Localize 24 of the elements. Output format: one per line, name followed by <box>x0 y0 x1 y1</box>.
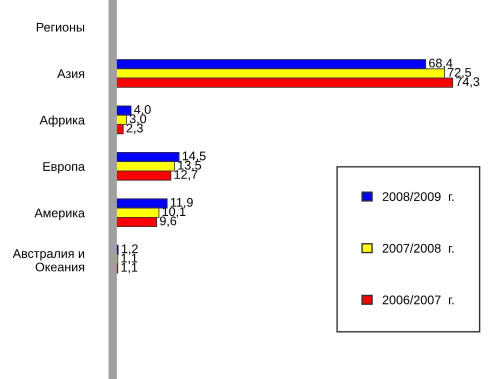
data-label: 1,1 <box>121 263 138 274</box>
data-label: 14,5 <box>182 152 206 162</box>
data-label: 12,7 <box>174 170 198 180</box>
data-label: 11,9 <box>170 198 193 208</box>
data-label: 74,3 <box>456 77 480 88</box>
legend-label: 2007/2008 г. <box>382 244 454 253</box>
y-tick-label: Африка <box>40 115 85 127</box>
y-tick-label: Европа <box>43 162 85 174</box>
legend-label: 2006/2007 г. <box>382 295 454 304</box>
data-label: 1,1 <box>121 254 138 264</box>
y-tick-label: Америка <box>34 208 85 220</box>
data-label: 13,5 <box>178 160 202 172</box>
data-label: 68,4 <box>429 58 452 69</box>
data-label: 72,5 <box>448 68 472 78</box>
data-label: 10,1 <box>162 207 186 218</box>
data-label: 4,0 <box>134 105 151 116</box>
legend-label: 2008/2009 г. <box>382 192 454 202</box>
y-tick-label: Азия <box>57 69 84 78</box>
y-tick-label: Австралия и Океания <box>12 249 84 272</box>
data-label: 2,3 <box>126 124 143 134</box>
data-label: 1,2 <box>122 244 138 255</box>
y-tick-label: Регионы <box>36 22 84 32</box>
data-label: 3,0 <box>130 114 146 125</box>
data-label: 9,6 <box>160 216 176 227</box>
